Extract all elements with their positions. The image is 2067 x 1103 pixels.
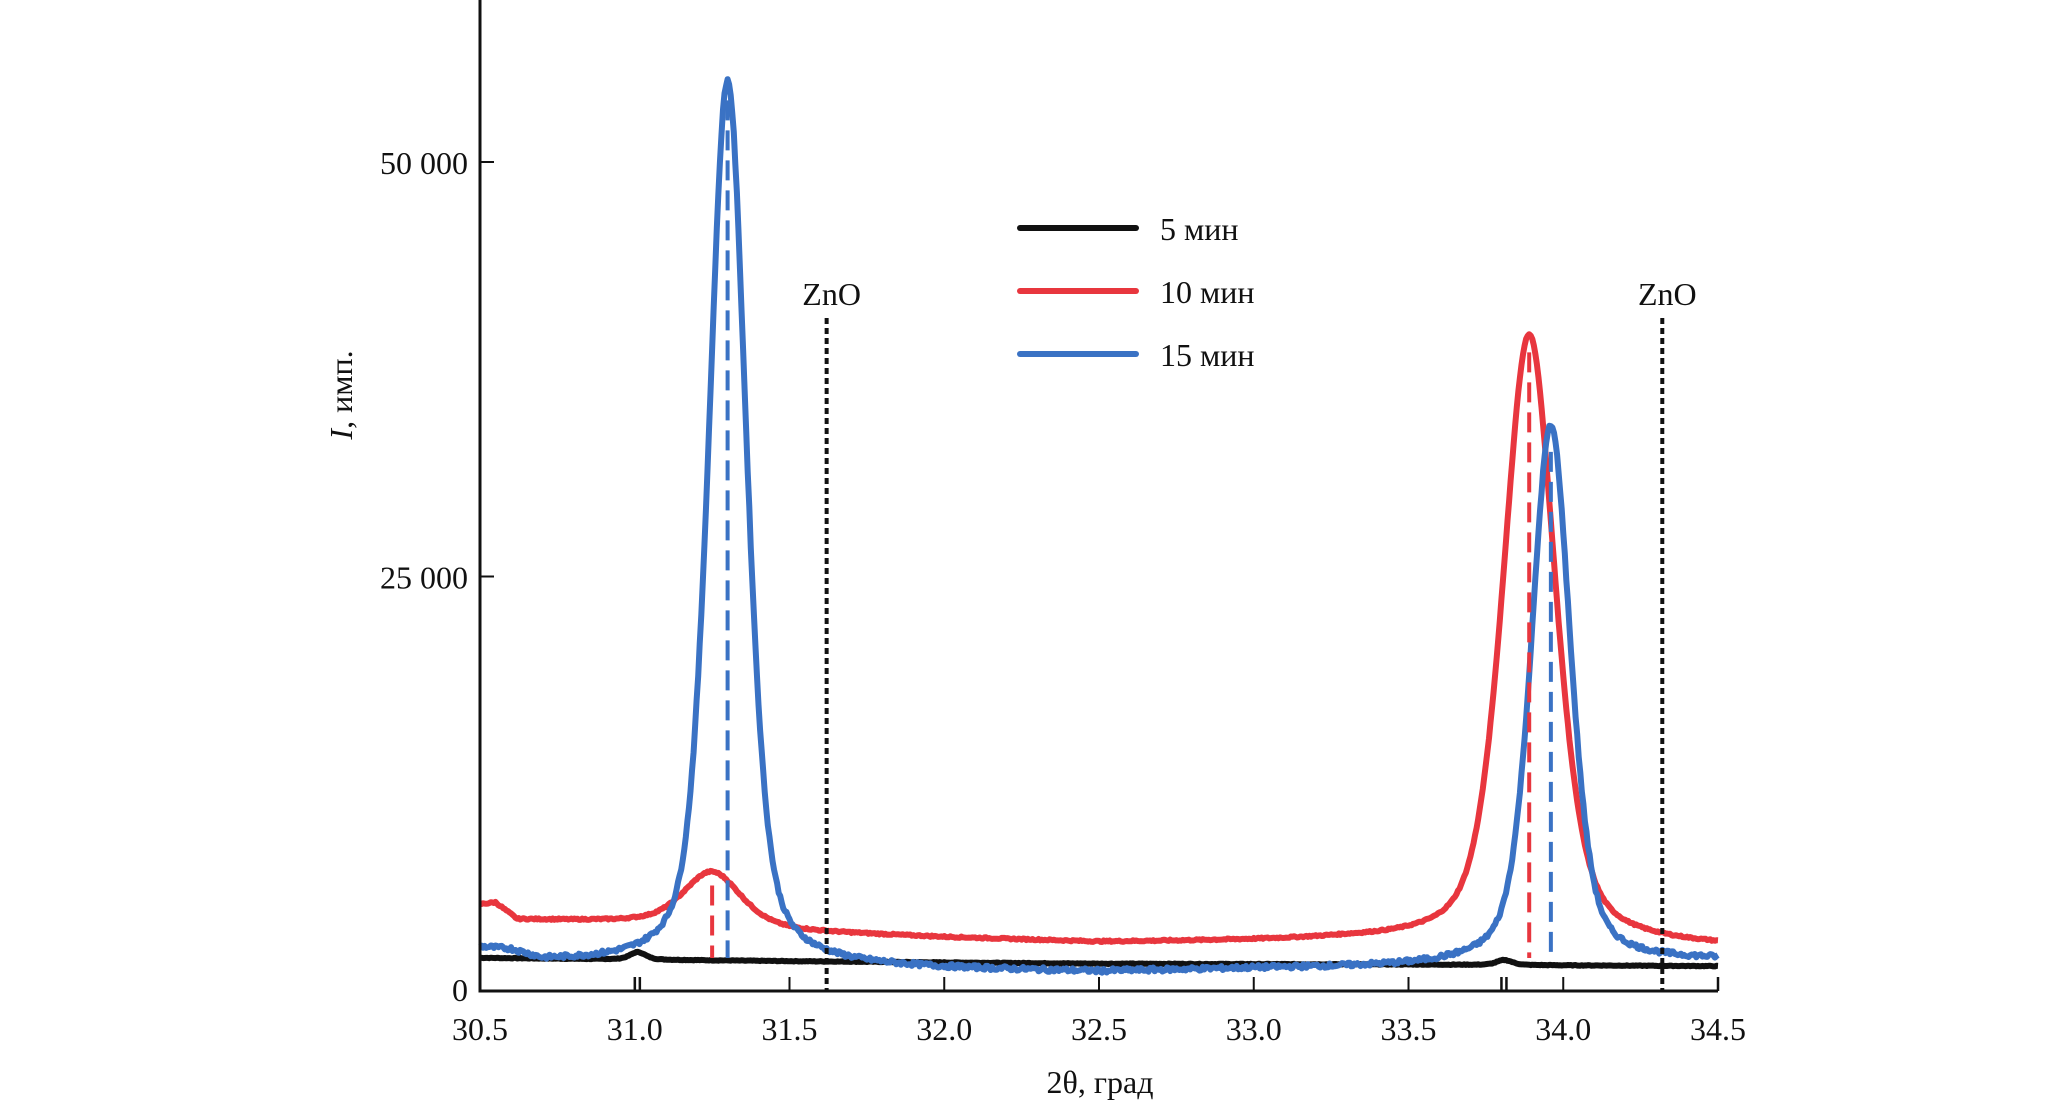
series-line-10-мин bbox=[478, 331, 1720, 945]
y-axis-title: I, имп. bbox=[323, 350, 359, 440]
x-tick-label: 34.5 bbox=[1690, 1011, 1746, 1047]
x-tick-label: 34.0 bbox=[1535, 1011, 1591, 1047]
annotations: ZnO ZnO bbox=[802, 276, 1697, 991]
x-tick-label: 33.0 bbox=[1226, 1011, 1282, 1047]
x-tick-label: 32.0 bbox=[916, 1011, 972, 1047]
y-axis-title-symbol: I bbox=[323, 428, 359, 441]
legend-label: 15 мин bbox=[1160, 337, 1255, 373]
x-axis-title: 2θ, град bbox=[1047, 1064, 1154, 1100]
zno-reference-label: ZnO bbox=[1638, 276, 1697, 312]
y-axis-title-unit: , имп. bbox=[323, 350, 359, 429]
x-ticks: 30.5 31.0 31.5 32.0 32.5 33.0 33.5 34.0 34.5 bbox=[452, 977, 1746, 1047]
y-ticks: 0 25 000 50 000 bbox=[380, 145, 494, 1008]
y-tick-label: 50 000 bbox=[380, 145, 468, 181]
axes: 30.5 31.0 31.5 32.0 32.5 33.0 33.5 34.0 34.5 0 25… bbox=[380, 0, 1746, 1047]
plot-area bbox=[478, 76, 1720, 976]
x-tick-label: 31.5 bbox=[762, 1011, 818, 1047]
x-tick-label: 33.5 bbox=[1381, 1011, 1437, 1047]
y-tick-label: 0 bbox=[452, 972, 468, 1008]
x-tick-label: 30.5 bbox=[452, 1011, 508, 1047]
legend-label: 5 мин bbox=[1160, 211, 1239, 247]
legend-label: 10 мин bbox=[1160, 274, 1255, 310]
y-tick-label: 25 000 bbox=[380, 560, 468, 596]
legend: 5 мин 10 мин 15 мин bbox=[1017, 211, 1255, 373]
x-tick-label: 32.5 bbox=[1071, 1011, 1127, 1047]
series-line-15-мин bbox=[478, 76, 1720, 976]
x-tick-label: 31.0 bbox=[607, 1011, 663, 1047]
series-line-5-мин bbox=[478, 948, 1720, 970]
zno-reference-label: ZnO bbox=[802, 276, 861, 312]
